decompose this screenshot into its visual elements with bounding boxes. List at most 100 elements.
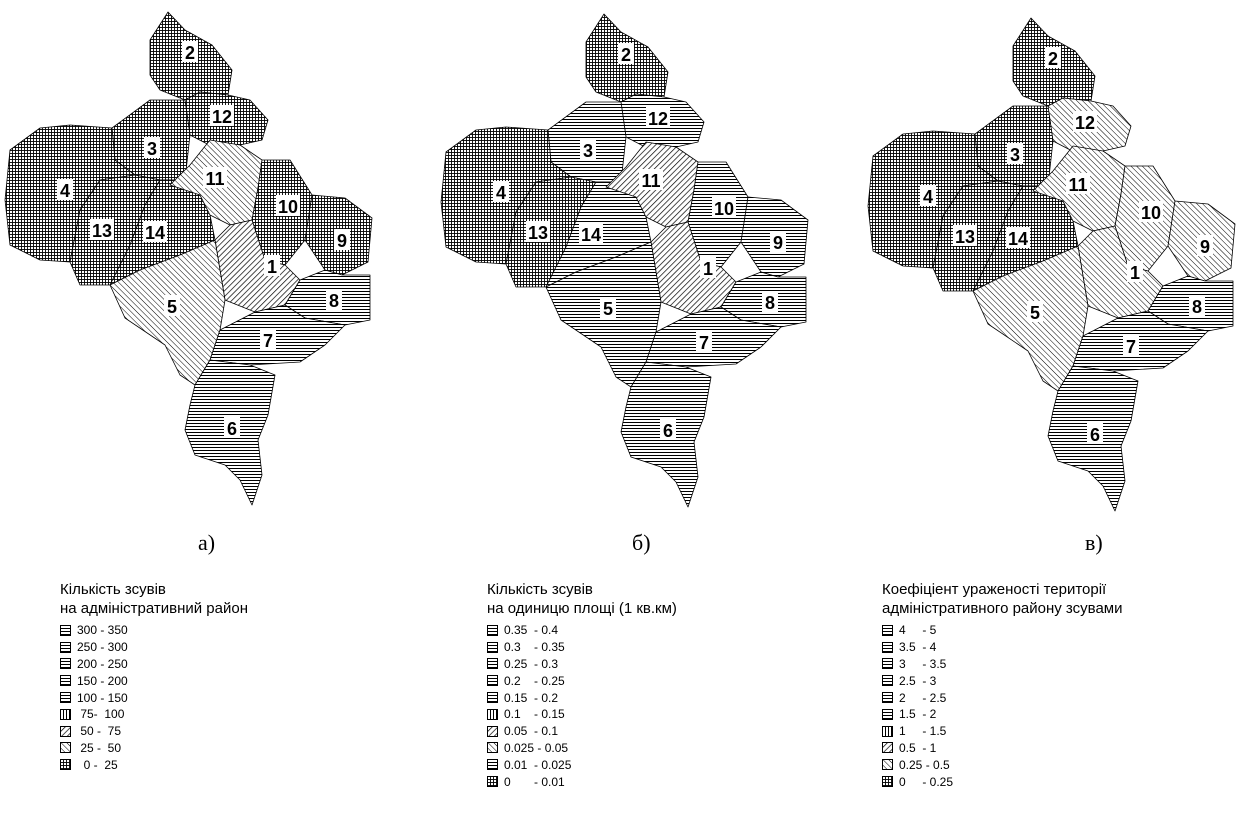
legend-item: 150 - 200 <box>60 672 248 689</box>
legend-a: Кількість зсувів на адміністративний рай… <box>60 580 248 773</box>
district-label-bg-7 <box>696 331 712 352</box>
district-label-12: 12 <box>1075 113 1095 133</box>
district-1 <box>650 221 737 315</box>
district-label-bg-12 <box>210 105 234 126</box>
district-label-12: 12 <box>648 109 668 129</box>
legend-item-label: 0.25 - 0.3 <box>504 656 559 671</box>
legend-item: 3 - 3.5 <box>882 656 1122 673</box>
legend-swatch-hlines <box>487 692 498 704</box>
district-label-3: 3 <box>147 139 157 159</box>
legend-item: 0.2 - 0.25 <box>487 672 677 689</box>
district-label-12: 12 <box>212 107 232 127</box>
legend-item: 3.5 - 4 <box>882 639 1122 656</box>
legend-item-label: 4 - 5 <box>899 623 937 638</box>
district-label-9: 9 <box>1200 237 1210 257</box>
district-label-bg-7 <box>1123 335 1139 356</box>
district-label-bg-11 <box>639 169 663 190</box>
legend-item: 0.25 - 0.5 <box>882 756 1122 773</box>
legend-item-label: 3.5 - 4 <box>899 640 937 655</box>
legend-item-label: 100 - 150 <box>77 690 128 705</box>
district-label-3: 3 <box>1010 145 1020 165</box>
legend-swatch-vlines <box>882 725 893 737</box>
legend-item: 75- 100 <box>60 706 248 723</box>
legend-item: 2 - 2.5 <box>882 689 1122 706</box>
legend-swatch-diag-back <box>60 742 71 754</box>
district-label-9: 9 <box>773 233 783 253</box>
district-label-2: 2 <box>621 45 631 65</box>
district-label-13: 13 <box>955 227 975 247</box>
district-label-bg-1 <box>1127 261 1143 282</box>
legend-a-title-line2: на адміністративний район <box>60 600 248 617</box>
legend-swatch-hlines <box>487 675 498 687</box>
district-label-bg-11 <box>203 167 227 188</box>
district-label-11: 11 <box>205 169 224 189</box>
legend-item-label: 0 - 0.25 <box>899 774 954 789</box>
legend-item: 300 - 350 <box>60 622 248 639</box>
map-c-caption: в) <box>1085 530 1103 555</box>
legend-item: 0 - 25 <box>60 756 248 773</box>
legend-swatch-grid <box>487 776 498 788</box>
district-label-7: 7 <box>699 333 709 353</box>
legend-item-label: 0.025 - 0.05 <box>504 740 569 755</box>
district-label-13: 13 <box>528 223 548 243</box>
legend-item: 2.5 - 3 <box>882 672 1122 689</box>
district-label-8: 8 <box>765 293 775 313</box>
legend-item: 50 - 75 <box>60 723 248 740</box>
district-label-bg-13 <box>526 221 550 242</box>
map-0: 2 12 3 4 13 14 11 10 9 1 5 8 7 6 <box>4 11 373 506</box>
district-label-6: 6 <box>1090 425 1100 445</box>
district-label-1: 1 <box>1130 263 1140 283</box>
district-label-bg-4 <box>493 181 509 202</box>
map-1: 2 12 3 4 13 14 11 10 9 1 5 8 7 6 <box>440 13 809 508</box>
legend-swatch-hlines <box>882 708 893 720</box>
district-label-bg-6 <box>660 419 676 440</box>
district-label-6: 6 <box>663 421 673 441</box>
district-label-bg-9 <box>770 231 786 252</box>
district-label-bg-10 <box>1139 201 1163 222</box>
district-label-5: 5 <box>167 297 177 317</box>
legend-swatch-hlines <box>882 641 893 653</box>
legend-item-label: 25 - 50 <box>77 740 122 755</box>
district-label-bg-10 <box>276 195 300 216</box>
legend-item-label: 0 - 25 <box>77 757 118 772</box>
legend-swatch-diag-fwd <box>487 725 498 737</box>
legend-c-title-line1: Коефіціент ураженості території <box>882 581 1107 598</box>
district-label-bg-12 <box>1073 111 1097 132</box>
district-1 <box>1077 225 1164 319</box>
legend-item: 4 - 5 <box>882 622 1122 639</box>
legend-item-label: 1.5 - 2 <box>899 707 937 722</box>
district-label-10: 10 <box>714 199 734 219</box>
legend-item: 0.05 - 0.1 <box>487 723 677 740</box>
district-label-4: 4 <box>496 183 506 203</box>
district-label-bg-3 <box>1007 143 1023 164</box>
map-2: 2 12 3 4 13 14 11 10 9 1 5 8 7 6 <box>867 17 1236 512</box>
legend-swatch-hlines <box>882 692 893 704</box>
district-label-2: 2 <box>185 43 195 63</box>
district-label-bg-13 <box>90 219 114 240</box>
district-label-14: 14 <box>581 225 601 245</box>
legend-item-label: 300 - 350 <box>77 623 128 638</box>
district-label-bg-1 <box>700 257 716 278</box>
district-label-bg-14 <box>143 221 167 242</box>
district-label-bg-2 <box>618 43 634 64</box>
legend-item-label: 0.15 - 0.2 <box>504 690 559 705</box>
district-label-bg-2 <box>182 41 198 62</box>
legend-item: 0.35 - 0.4 <box>487 622 677 639</box>
district-label-5: 5 <box>1030 303 1040 323</box>
district-label-bg-6 <box>1087 423 1103 444</box>
legend-swatch-hlines <box>60 624 71 636</box>
legend-item-label: 0.3 - 0.35 <box>504 640 565 655</box>
district-label-9: 9 <box>337 231 347 251</box>
legend-item: 0.15 - 0.2 <box>487 689 677 706</box>
legend-item-label: 0.5 - 1 <box>899 740 937 755</box>
district-label-bg-7 <box>260 329 276 350</box>
district-label-bg-12 <box>646 107 670 128</box>
legend-item-label: 0 - 0.01 <box>504 774 565 789</box>
legend-item-label: 3 - 3.5 <box>899 656 947 671</box>
district-label-bg-6 <box>224 417 240 438</box>
district-label-bg-4 <box>57 179 73 200</box>
legend-swatch-diag-fwd <box>60 725 71 737</box>
district-label-6: 6 <box>227 419 237 439</box>
legend-item: 0.5 - 1 <box>882 740 1122 757</box>
